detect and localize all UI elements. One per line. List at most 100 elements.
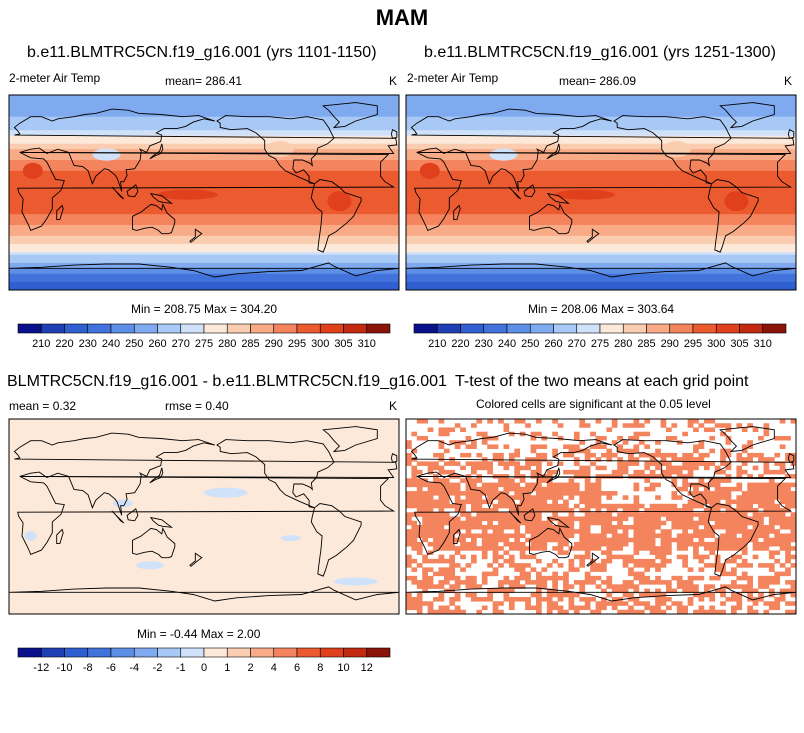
significant-cell xyxy=(454,482,461,488)
significant-cell xyxy=(546,495,553,500)
significant-cell xyxy=(530,503,537,509)
significant-cell xyxy=(693,419,699,424)
significant-cell xyxy=(725,491,732,496)
significant-cell xyxy=(763,537,770,543)
coastline-1 xyxy=(414,151,793,231)
colorbar-tick-label: 220 xyxy=(55,338,73,350)
significant-cell xyxy=(649,563,656,568)
significant-cell xyxy=(709,575,716,581)
significant-cell xyxy=(427,461,434,466)
colorbar-swatch xyxy=(553,323,578,334)
significant-cell xyxy=(536,605,542,611)
significant-cell xyxy=(476,491,483,496)
significant-cell xyxy=(573,605,580,611)
significant-cell xyxy=(481,524,488,530)
significant-cell xyxy=(503,592,510,598)
significant-cell xyxy=(541,575,548,581)
significant-cell xyxy=(411,524,418,530)
significant-cell xyxy=(536,588,542,594)
significant-cell xyxy=(698,529,705,534)
significant-cell xyxy=(411,537,418,543)
significant-cell xyxy=(703,499,710,505)
significant-cell xyxy=(573,431,580,437)
panel2-title: b.e11.BLMTRC5CN.f19_g16.001 (yrs 1251-13… xyxy=(424,44,776,61)
colorbar-swatch xyxy=(64,647,89,658)
map3-band xyxy=(9,597,399,601)
significant-cell xyxy=(622,609,629,615)
coastline-12 xyxy=(523,184,536,198)
coastline-1 xyxy=(414,475,793,555)
significant-cell xyxy=(422,584,428,589)
significant-cell xyxy=(622,554,629,560)
map1-band xyxy=(9,230,399,234)
significant-cell xyxy=(741,461,748,466)
significant-cell xyxy=(411,558,418,564)
significant-cell xyxy=(644,431,651,437)
significant-cell xyxy=(687,520,694,526)
significant-cell xyxy=(703,609,710,615)
significant-cell xyxy=(465,524,472,530)
significant-cell xyxy=(460,478,466,483)
significant-cell xyxy=(557,461,564,466)
significant-cell xyxy=(406,605,412,611)
significant-cell xyxy=(736,452,743,458)
map2-band xyxy=(406,230,796,234)
significant-cell xyxy=(638,541,645,547)
significant-cell xyxy=(416,592,423,598)
significant-cell xyxy=(747,508,753,513)
significant-cell xyxy=(438,580,445,585)
map2-band xyxy=(406,279,796,283)
significant-cell xyxy=(703,533,710,538)
significant-cell xyxy=(649,469,656,475)
significant-cell xyxy=(638,474,645,479)
significant-cell xyxy=(687,533,694,538)
colorbar-swatch xyxy=(250,323,275,334)
significant-cell xyxy=(573,474,580,479)
significant-cell xyxy=(725,584,732,589)
map2-band xyxy=(406,200,796,204)
significant-cell xyxy=(438,592,445,598)
significant-cell xyxy=(433,546,439,551)
significant-cell xyxy=(433,478,439,483)
significant-cell xyxy=(492,605,499,611)
significant-cell xyxy=(633,563,640,568)
significant-cell xyxy=(698,597,705,602)
significant-cell xyxy=(443,546,450,551)
significant-cell xyxy=(698,495,705,500)
significant-cell xyxy=(698,592,705,598)
colorbar-swatch xyxy=(157,647,182,658)
significant-cell xyxy=(492,550,499,555)
significant-cell xyxy=(557,516,564,522)
significant-cell xyxy=(693,427,699,433)
significant-cell xyxy=(411,512,418,517)
significant-cell xyxy=(416,546,423,551)
map2-band xyxy=(406,241,796,245)
colorbar-tick-label: -6 xyxy=(106,662,116,674)
significant-cell xyxy=(525,537,531,543)
map3-band xyxy=(9,549,399,553)
significant-cell xyxy=(725,558,732,564)
significant-cell xyxy=(638,423,645,428)
significant-cell xyxy=(709,482,716,488)
significant-cell xyxy=(666,533,672,538)
significant-cell xyxy=(644,419,651,424)
significant-cell xyxy=(530,457,537,462)
significant-cell xyxy=(655,533,661,538)
significant-cell xyxy=(768,486,775,492)
map2-band xyxy=(406,173,796,177)
significant-cell xyxy=(606,550,613,555)
significant-cell xyxy=(595,440,602,445)
significant-cell xyxy=(487,444,493,449)
significant-cell xyxy=(530,605,537,611)
significant-cell xyxy=(519,541,526,547)
colorbar-swatch xyxy=(226,323,251,334)
significant-cell xyxy=(660,550,667,555)
significant-cell xyxy=(427,465,434,471)
significant-cell xyxy=(503,558,510,564)
colorbar-tick-label: 275 xyxy=(195,338,213,350)
significant-cell xyxy=(433,529,439,534)
significant-cell xyxy=(703,461,710,466)
significant-cell xyxy=(552,575,558,581)
significant-cell xyxy=(514,452,521,458)
significant-cell xyxy=(590,567,596,572)
